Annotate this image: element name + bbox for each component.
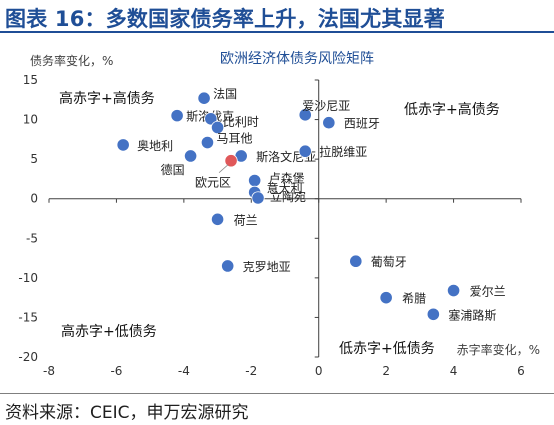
x-tick-label: -6 xyxy=(110,364,122,378)
header-divider xyxy=(0,31,554,33)
point-label: 卢森堡 xyxy=(269,171,305,186)
data-point xyxy=(184,149,198,163)
data-point xyxy=(221,259,235,273)
figure-title: 图表 16：多数国家债务率上升，法国尤其显著 xyxy=(5,7,445,31)
y-tick-label: 15 xyxy=(23,73,38,87)
y-tick-label: -5 xyxy=(26,231,38,245)
data-point xyxy=(446,283,461,298)
chart-title: 欧洲经济体债务风险矩阵 xyxy=(220,51,374,67)
x-tick-label: -2 xyxy=(245,364,257,378)
quadrant-label-top-right: 低赤字+高债务 xyxy=(404,101,500,118)
figure-header: 图表 16：多数国家债务率上升，法国尤其显著 xyxy=(0,0,554,33)
point-label: 荷兰 xyxy=(234,213,258,227)
point-label: 意大利 xyxy=(267,180,303,195)
leader-line xyxy=(218,164,229,174)
y-tick-label: 0 xyxy=(30,192,38,206)
y-tick-label: 5 xyxy=(30,152,38,166)
quadrant-label-bottom-left: 高赤字+低债务 xyxy=(61,323,157,340)
point-label: 法国 xyxy=(213,87,237,101)
x-tick-label: -4 xyxy=(178,364,190,378)
point-label: 爱尔兰 xyxy=(470,284,506,299)
data-point xyxy=(349,254,363,268)
data-point xyxy=(248,173,262,188)
data-point xyxy=(197,91,211,105)
data-points: 法国斯洛伐克比利时马耳他奥地利德国斯洛文尼亚欧元区爱沙尼亚西班牙拉脱维亚卢森堡意… xyxy=(116,87,506,322)
point-label: 德国 xyxy=(161,162,185,177)
data-point xyxy=(116,138,130,152)
quadrant-label-bottom-right: 低赤字+低债务 xyxy=(339,341,435,357)
data-point xyxy=(204,112,218,126)
point-label: 欧元区 xyxy=(195,176,231,190)
source-note: 资料来源：CEIC，申万宏源研究 xyxy=(5,403,249,423)
data-point xyxy=(251,191,265,205)
point-label: 葡萄牙 xyxy=(371,255,407,269)
data-point xyxy=(379,291,393,305)
y-axis-label: 债务率变化，% xyxy=(30,53,113,68)
x-tick-label: -8 xyxy=(43,364,55,378)
data-point xyxy=(170,109,184,123)
data-point xyxy=(298,144,312,158)
y-tick-label: -10 xyxy=(18,271,38,285)
data-point xyxy=(200,135,215,150)
x-axis-label: 赤字率变化，% xyxy=(457,342,540,357)
point-label: 比利时 xyxy=(223,115,259,129)
scatter-chart: 欧洲经济体债务风险矩阵 债务率变化，% 赤字率变化，% 高赤字+高债务 低赤字+… xyxy=(18,51,540,378)
y-tick-label: -15 xyxy=(18,310,38,324)
point-label: 立陶宛 xyxy=(270,189,306,204)
x-tick-label: 0 xyxy=(315,364,323,378)
point-label: 克罗地亚 xyxy=(243,260,291,274)
data-point xyxy=(298,108,312,122)
x-tick-label: 2 xyxy=(382,364,390,378)
y-tick-label: -20 xyxy=(18,350,38,364)
x-tick-label: 4 xyxy=(450,364,458,378)
point-label: 希腊 xyxy=(402,291,426,306)
point-label: 马耳他 xyxy=(216,132,252,146)
footer-divider xyxy=(0,393,554,394)
quadrant-label-top-left: 高赤字+高债务 xyxy=(59,90,155,107)
point-label: 塞浦路斯 xyxy=(448,307,496,322)
point-label: 爱沙尼亚 xyxy=(302,99,350,113)
y-tick-label: 10 xyxy=(23,113,38,127)
data-point xyxy=(210,120,225,135)
point-label: 西班牙 xyxy=(344,117,380,131)
point-label: 拉脱维亚 xyxy=(319,144,367,159)
data-point xyxy=(426,307,440,321)
point-label: 奥地利 xyxy=(137,139,173,153)
data-point xyxy=(322,116,336,130)
highlight-point xyxy=(224,154,238,168)
data-point xyxy=(210,212,225,226)
x-tick-label: 6 xyxy=(517,364,525,378)
